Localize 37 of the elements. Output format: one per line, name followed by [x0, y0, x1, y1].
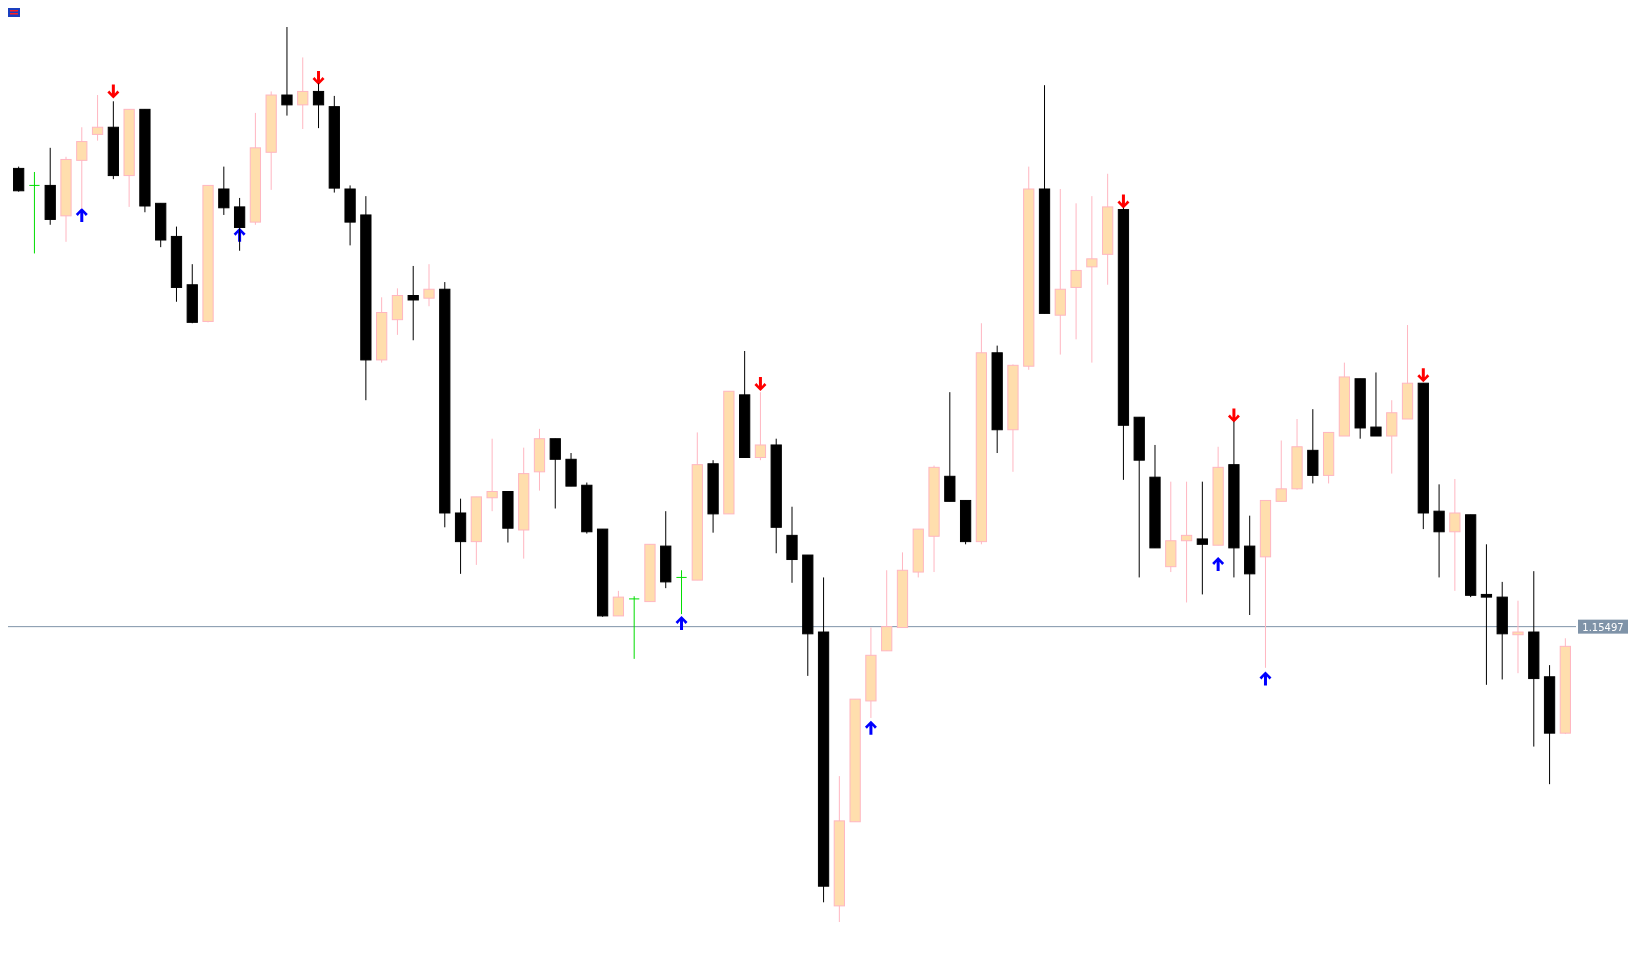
candlestick — [218, 166, 230, 216]
candlestick — [1449, 478, 1461, 592]
point — [107, 84, 120, 99]
candlestick — [28, 171, 41, 254]
point — [1259, 671, 1272, 686]
candlestick — [628, 595, 640, 660]
candlestick — [1512, 600, 1524, 674]
candlestick — [1480, 543, 1493, 686]
candlestick — [1180, 481, 1193, 603]
candlestick — [1433, 483, 1445, 578]
candlestick — [1196, 481, 1208, 595]
point — [754, 377, 767, 392]
candlestick — [486, 438, 498, 512]
candlestick — [754, 391, 767, 461]
point — [675, 616, 688, 631]
point — [1417, 368, 1430, 383]
text: 1.15497 — [1582, 621, 1624, 633]
point — [1212, 557, 1225, 571]
point — [75, 207, 88, 222]
candlestick — [1275, 439, 1287, 502]
candlestick — [675, 569, 688, 615]
candlestick — [407, 265, 419, 341]
candlestick — [1370, 371, 1382, 437]
candlestick — [91, 94, 104, 142]
candlestick — [549, 438, 561, 510]
candlestick — [1086, 195, 1098, 364]
candlestick — [1386, 399, 1398, 475]
point — [864, 720, 877, 735]
candlestick — [13, 166, 25, 193]
candlestick — [423, 263, 435, 307]
point — [312, 71, 325, 86]
candlestick — [612, 590, 625, 617]
candlestick — [281, 26, 293, 117]
point — [1117, 194, 1130, 209]
candlestick — [1070, 202, 1082, 340]
candlestick — [297, 56, 309, 130]
point — [1227, 408, 1240, 423]
